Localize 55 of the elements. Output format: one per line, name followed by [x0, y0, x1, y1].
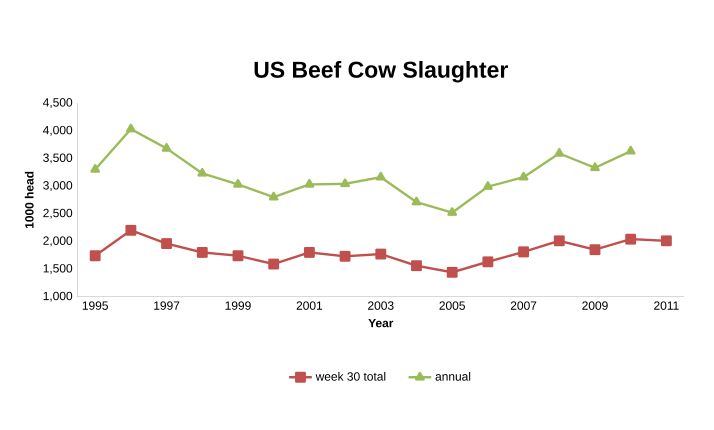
x-tick-label: 2011	[654, 301, 679, 310]
x-tick-label: 2003	[368, 301, 394, 310]
point	[626, 146, 636, 155]
point	[518, 246, 530, 258]
point	[126, 124, 136, 132]
point	[482, 256, 494, 268]
y-tick-label: 3,500	[43, 153, 72, 164]
legend-label: week 30 total	[316, 372, 386, 381]
x-tick-label: 2005	[439, 301, 465, 310]
point	[162, 143, 172, 152]
point	[412, 196, 422, 206]
point	[625, 234, 636, 245]
point	[446, 266, 458, 278]
y-tick-label: 1,500	[44, 264, 72, 274]
point	[125, 224, 136, 236]
point	[411, 260, 422, 272]
point	[340, 178, 350, 188]
point	[340, 250, 351, 262]
point	[375, 248, 386, 260]
point	[554, 235, 565, 246]
x-axis-title: Year	[368, 318, 394, 328]
x-tick-label: 1997	[154, 301, 180, 310]
point	[161, 238, 172, 250]
x-tick-label: 2007	[510, 301, 536, 310]
y-tick-label: 4,500	[42, 98, 72, 108]
y-tick-label: 2,000	[43, 236, 72, 246]
x-tick-label: 1995	[82, 301, 108, 310]
point	[268, 192, 279, 200]
point	[518, 172, 528, 181]
y-tick-label: 2,500	[43, 208, 72, 219]
legend-label: annual	[436, 372, 470, 381]
point	[447, 207, 458, 216]
point	[90, 164, 100, 173]
y-tick-label: 4,000	[42, 126, 72, 136]
point	[232, 250, 244, 262]
chart-title: US Beef Cow Slaughter	[254, 60, 508, 82]
y-axis-title: 1000 head	[24, 172, 34, 228]
y-tick-label: 3,000	[43, 181, 72, 191]
x-tick-label: 2009	[582, 301, 608, 310]
point	[196, 246, 208, 258]
point	[590, 162, 600, 172]
point	[660, 235, 672, 246]
point	[90, 250, 101, 262]
point	[268, 258, 280, 270]
point	[554, 148, 564, 157]
x-tick-label: 1999	[226, 301, 251, 310]
point	[197, 168, 208, 177]
point	[376, 172, 386, 181]
point	[483, 181, 493, 190]
point	[304, 246, 315, 258]
point	[233, 178, 243, 188]
point	[304, 178, 314, 188]
point	[590, 244, 600, 256]
x-tick-label: 2001	[296, 301, 322, 310]
y-tick-label: 1,000	[44, 292, 72, 302]
